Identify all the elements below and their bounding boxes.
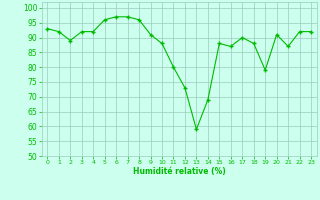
X-axis label: Humidité relative (%): Humidité relative (%): [133, 167, 226, 176]
